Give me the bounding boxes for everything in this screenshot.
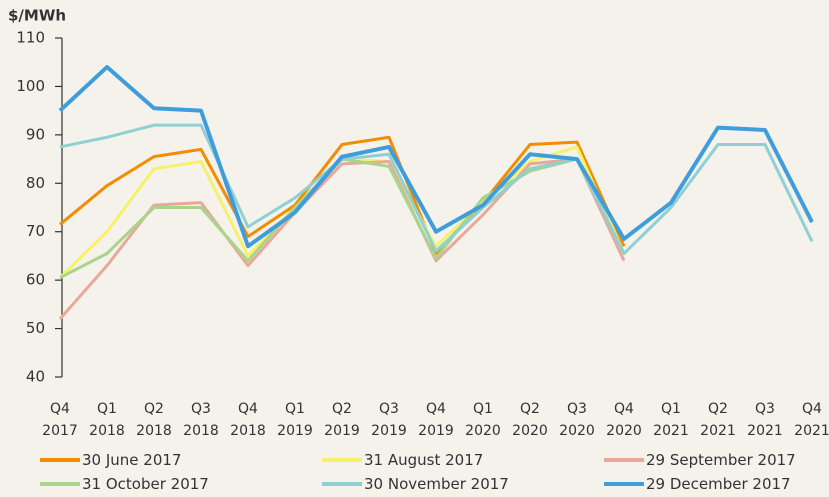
legend-label: 31 August 2017 [364, 451, 484, 469]
x-tick-label: Q2 2018 [136, 401, 172, 439]
x-tick-label: Q1 2019 [277, 401, 313, 439]
y-tick-label: 70 [26, 222, 45, 240]
y-axis-label: $/MWh [8, 7, 66, 25]
legend-item: 31 October 2017 [40, 475, 209, 493]
x-tick-label: Q2 2020 [512, 401, 548, 439]
series-line [59, 123, 814, 256]
x-tick-label: Q4 2017 [42, 401, 78, 439]
x-tick-label: Q2 2021 [700, 401, 736, 439]
y-tick-label: 110 [16, 29, 45, 47]
legend-swatch [322, 482, 362, 486]
y-tick-label: 90 [26, 125, 45, 143]
series-line [58, 157, 626, 320]
x-tick-label: Q1 2021 [653, 401, 689, 439]
legend-label: 31 October 2017 [82, 475, 209, 493]
legend-swatch [40, 458, 80, 462]
legend-item: 31 August 2017 [322, 451, 483, 469]
legend-label: 29 September 2017 [646, 451, 796, 469]
x-tick-label: Q2 2019 [324, 401, 360, 439]
x-tick-label: Q4 2021 [794, 401, 829, 439]
x-tick-label: Q1 2018 [89, 401, 125, 439]
y-tick-label: 40 [26, 368, 45, 386]
x-tick-label: Q3 2021 [747, 401, 783, 439]
x-tick-label: Q4 2019 [418, 401, 454, 439]
x-tick-label: Q1 2020 [465, 401, 501, 439]
legend-label: 30 November 2017 [364, 475, 509, 493]
legend-item: 30 November 2017 [322, 475, 509, 493]
legend-item: 29 December 2017 [604, 475, 791, 493]
legend-label: 30 June 2017 [82, 451, 182, 469]
legend-swatch [40, 482, 80, 486]
x-tick-label: Q4 2018 [230, 401, 266, 439]
legend-label: 29 December 2017 [646, 475, 791, 493]
y-tick-label: 100 [16, 77, 45, 95]
legend-swatch [604, 482, 644, 486]
y-tick-label: 50 [26, 319, 45, 337]
legend-swatch [322, 458, 362, 462]
y-tick-label: 80 [26, 174, 45, 192]
legend-swatch [604, 458, 644, 462]
series-line [59, 135, 626, 256]
y-tick-label: 60 [26, 271, 45, 289]
x-tick-label: Q3 2018 [183, 401, 219, 439]
legend-item: 30 June 2017 [40, 451, 181, 469]
x-tick-label: Q3 2019 [371, 401, 407, 439]
series-line [59, 157, 626, 280]
legend-item: 29 September 2017 [604, 451, 796, 469]
x-tick-label: Q3 2020 [559, 401, 595, 439]
series-line [58, 65, 814, 249]
x-tick-label: Q4 2020 [606, 401, 642, 439]
